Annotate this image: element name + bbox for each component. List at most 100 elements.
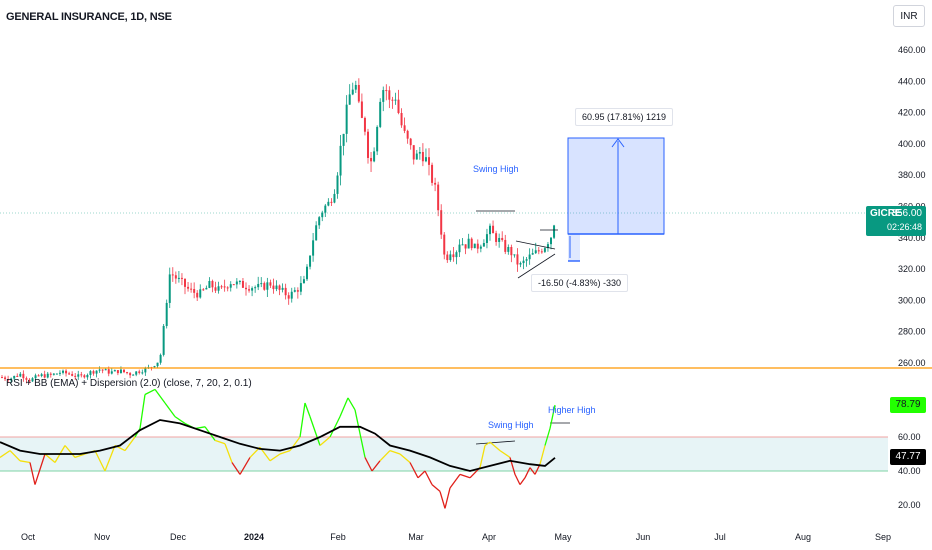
- candle-body: [519, 263, 522, 265]
- rsi-segment: [431, 484, 441, 492]
- rsi-segment: [94, 450, 106, 472]
- candle-body: [525, 259, 528, 261]
- candle-body: [184, 278, 186, 287]
- rsi-segment: [459, 473, 471, 479]
- price-value: 356.00: [891, 208, 922, 219]
- rsi-axis-label: 40.00: [898, 466, 921, 476]
- candle-body: [223, 286, 226, 288]
- candle-body: [275, 285, 278, 290]
- rsi-segment: [371, 460, 381, 472]
- candle-body: [113, 370, 116, 372]
- rsi-segment: [489, 441, 501, 452]
- rsi-segment: [104, 445, 116, 472]
- candle-body: [129, 373, 132, 376]
- candle-body: [360, 101, 363, 118]
- bar-countdown: 02:26:48: [886, 222, 922, 232]
- candle-body: [388, 90, 391, 100]
- candle-body: [98, 369, 101, 371]
- candle-body: [1, 377, 3, 379]
- candle-body: [397, 99, 400, 114]
- candle-body: [299, 283, 302, 292]
- long-target-zone[interactable]: [567, 137, 665, 235]
- rsi-segment: [409, 462, 419, 479]
- axis-labels: 460.00440.00420.00400.00380.00360.00340.…: [21, 45, 926, 542]
- rsi-segment: [519, 477, 526, 485]
- rsi-segment: [139, 394, 146, 429]
- rsi-segment: [424, 470, 433, 485]
- candle-body: [510, 246, 513, 256]
- rsi-segment: [399, 453, 411, 463]
- candle-body: [415, 153, 418, 160]
- candle-body: [318, 217, 321, 226]
- candle-body: [153, 366, 156, 368]
- rsi-segment: [529, 467, 536, 475]
- candle-body: [379, 101, 382, 127]
- candle-body: [455, 252, 458, 258]
- candle-body: [424, 157, 427, 162]
- candle-body: [177, 277, 180, 279]
- rsi-segment: [144, 388, 156, 396]
- candle-body: [199, 289, 202, 298]
- candle-body: [43, 374, 46, 378]
- rsi-axis-label: 20.00: [898, 500, 921, 510]
- rsi-segment: [319, 436, 331, 446]
- candle-body: [403, 125, 406, 131]
- candle-body: [40, 374, 43, 376]
- candle-body: [119, 369, 122, 374]
- candle-body: [434, 182, 437, 185]
- candle-body: [260, 283, 263, 285]
- candle-body: [248, 289, 251, 291]
- time-axis-label: 2024: [244, 532, 264, 542]
- candle-body: [62, 370, 64, 373]
- candle-body: [263, 283, 266, 290]
- candle-body: [71, 374, 74, 376]
- candle-body: [92, 371, 95, 374]
- candle-body: [13, 375, 16, 379]
- candle-body: [452, 254, 455, 258]
- candle-body: [238, 280, 241, 282]
- candle-body: [49, 373, 52, 375]
- currency-button[interactable]: INR: [893, 5, 925, 27]
- rsi-segment: [224, 443, 233, 463]
- candle-body: [385, 90, 388, 92]
- rsi-segment: [124, 436, 136, 451]
- candle-body: [214, 287, 217, 291]
- candle-body: [226, 287, 229, 289]
- candle-body: [180, 277, 183, 279]
- candle-body: [74, 375, 77, 377]
- indicator-lines: [0, 388, 556, 509]
- indicator-title[interactable]: RSI + BB (EMA) + Dispersion (2.0) (close…: [6, 378, 252, 389]
- candle-body: [382, 90, 385, 102]
- short-stop-zone[interactable]: [568, 234, 580, 261]
- candle-body: [202, 289, 205, 291]
- rsi-segment: [439, 491, 446, 509]
- candle-body: [449, 254, 452, 261]
- rsi-segment: [514, 474, 521, 485]
- candle-body: [290, 291, 293, 299]
- candle-body: [467, 238, 470, 249]
- candle-body: [101, 369, 104, 371]
- rsi-segment: [449, 474, 461, 489]
- rsi-segment: [499, 450, 511, 458]
- candle-body: [302, 279, 305, 284]
- candle-body: [476, 243, 479, 249]
- candle-body: [522, 260, 525, 264]
- candle-body: [16, 375, 19, 377]
- candle-body: [251, 288, 254, 291]
- long-position-tool[interactable]: [567, 137, 665, 262]
- candle-body: [550, 237, 552, 245]
- candle-body: [52, 373, 55, 375]
- rsi-segment: [347, 397, 356, 411]
- candle-body: [431, 164, 434, 183]
- candle-body: [315, 225, 318, 241]
- candle-body: [126, 372, 129, 374]
- rsi-segment: [34, 453, 46, 485]
- candle-body: [537, 250, 540, 252]
- candle-body: [104, 369, 107, 371]
- candle-body: [528, 254, 531, 260]
- rsi-band-fill: [0, 437, 888, 471]
- price-axis-label: 280.00: [898, 327, 926, 337]
- price-axis-label: 440.00: [898, 76, 926, 86]
- rsi-segment: [0, 450, 11, 458]
